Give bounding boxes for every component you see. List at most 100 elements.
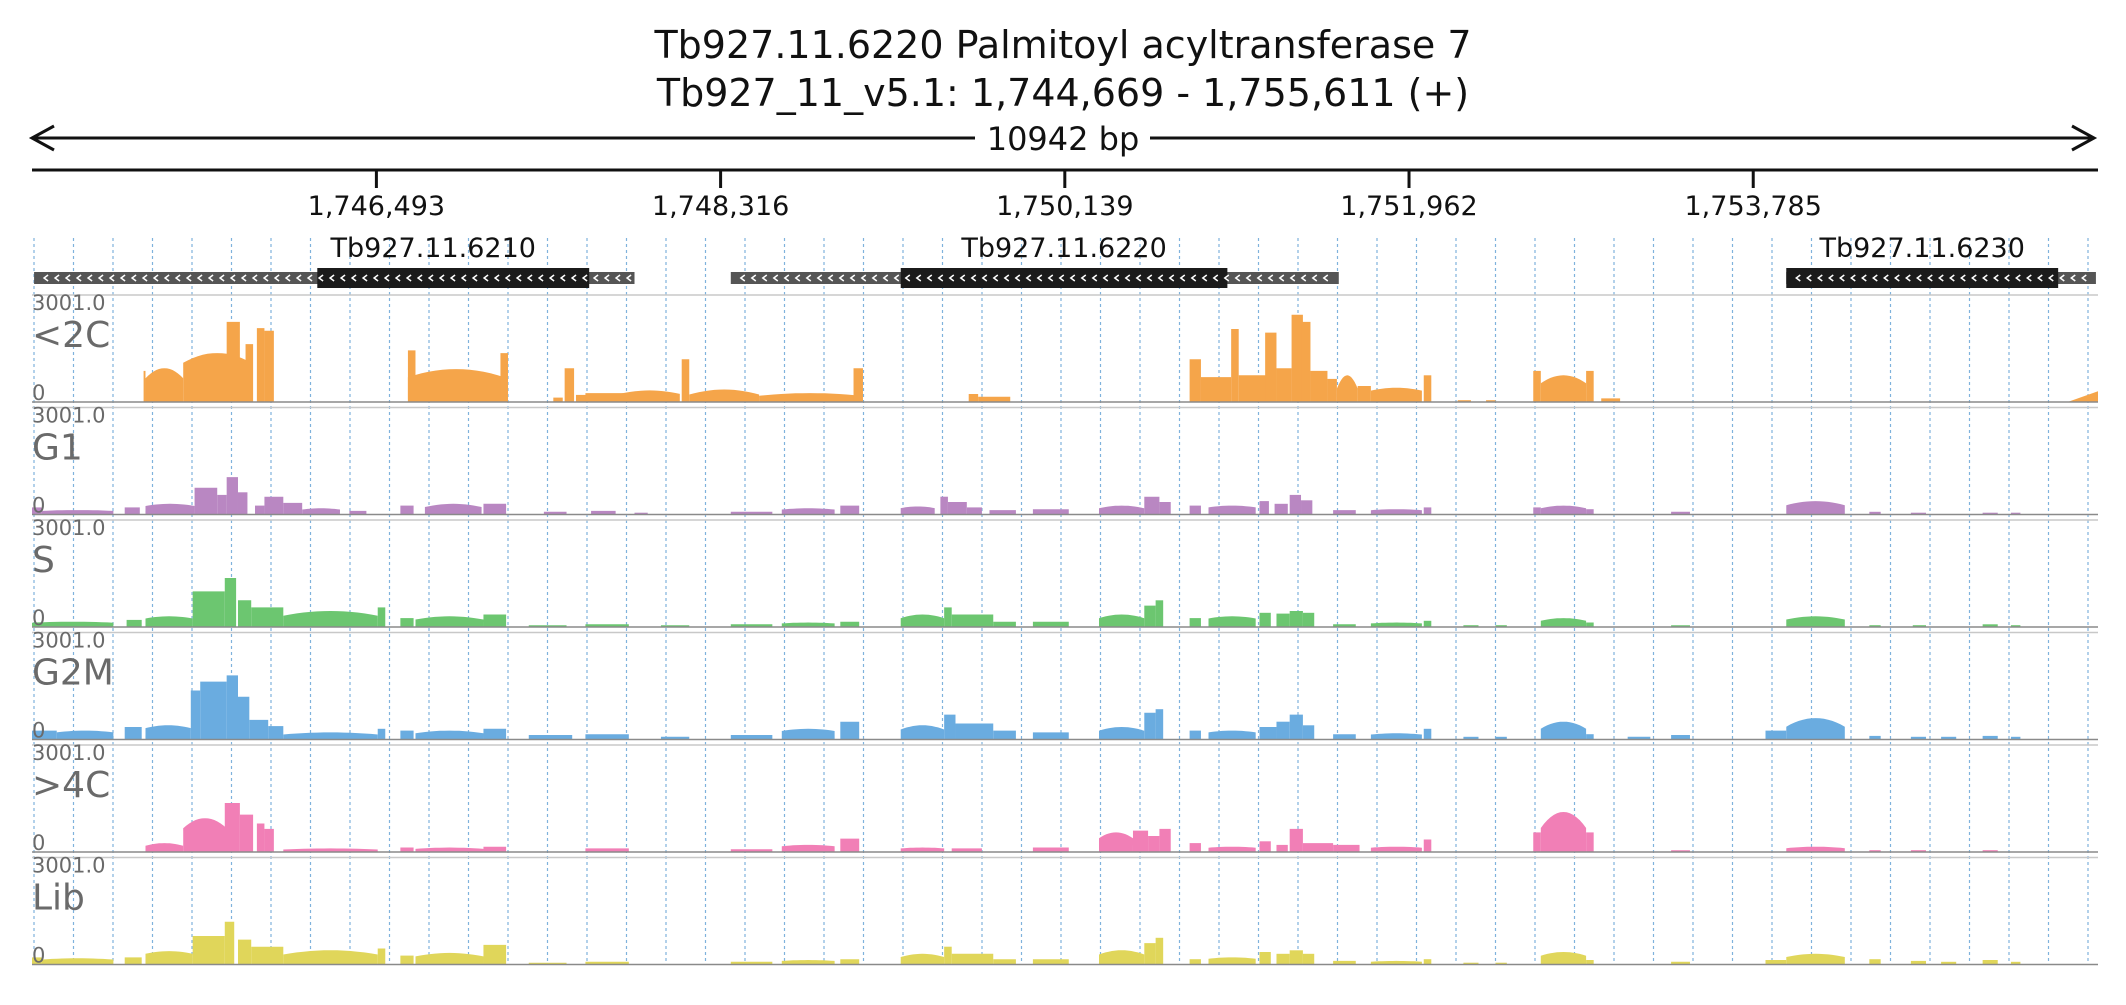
ymax-label: 3001.0 <box>32 291 105 315</box>
strand-chevron <box>614 274 621 282</box>
strand-chevron <box>163 274 170 282</box>
gene-Tb927.11.6220: Tb927.11.6220 <box>730 233 1339 288</box>
strand-chevron <box>1971 274 1977 282</box>
coverage-bar <box>237 492 248 515</box>
strand-chevron <box>1234 274 1241 282</box>
strand-chevron <box>1278 274 1285 282</box>
strand-chevron <box>1828 274 1834 282</box>
coverage-bar <box>781 728 835 740</box>
coverage-bar <box>1155 709 1164 740</box>
coverage-bar <box>1423 620 1432 627</box>
coverage-bar <box>1533 832 1541 852</box>
coverage-bar <box>853 368 863 402</box>
coverage-bar <box>1289 714 1303 740</box>
track-4: 3001.0>4C 0 <box>32 741 2098 855</box>
strand-chevron <box>1927 274 1933 282</box>
strand-chevron <box>926 274 933 282</box>
coverage-bar <box>1370 509 1422 515</box>
coverage-bar <box>1302 953 1315 965</box>
coverage-bar <box>993 621 1016 627</box>
coverage-bar <box>781 844 835 852</box>
coverage-bar <box>217 494 227 515</box>
strand-chevron <box>827 274 834 282</box>
coverage-bar <box>283 848 378 852</box>
coverage-bar <box>1302 612 1315 627</box>
ymax-label: 3001.0 <box>32 516 105 540</box>
coverage-bar <box>1276 953 1290 965</box>
strand-chevron <box>1861 274 1867 282</box>
coverage-bar <box>1098 505 1145 515</box>
strand-chevron <box>394 274 401 282</box>
coverage-bar <box>1423 728 1432 740</box>
coverage-bar <box>283 732 378 740</box>
coverage-bar <box>1200 377 1232 402</box>
gene-cds-box <box>900 268 1228 288</box>
coverage-bar <box>407 350 416 402</box>
gene-Tb927.11.6230: Tb927.11.6230 <box>1786 233 2096 288</box>
strand-chevron <box>1894 274 1900 282</box>
coverage-bar <box>1208 957 1256 965</box>
coverage-bar <box>1423 959 1432 965</box>
strand-chevron <box>119 274 126 282</box>
coverage-bar <box>1148 836 1160 852</box>
coverage-bar <box>1155 937 1164 965</box>
strand-chevron <box>504 274 511 282</box>
coverage-bar <box>1289 611 1303 627</box>
strand-chevron <box>548 274 555 282</box>
coverage-bar <box>681 359 690 402</box>
coverage-bar <box>1259 952 1271 965</box>
coverage-bar <box>483 944 507 965</box>
coverage-bar <box>1301 500 1313 515</box>
coverage-bar <box>1302 843 1334 852</box>
coverage-bar <box>145 368 184 402</box>
coverage-bar <box>966 507 982 515</box>
strand-chevron <box>361 274 368 282</box>
coverage-bar <box>407 369 505 402</box>
coverage-bar <box>1357 386 1371 402</box>
strand-chevron <box>196 274 203 282</box>
strand-chevron <box>1168 274 1175 282</box>
ymax-label: 3001.0 <box>32 629 105 653</box>
coverage-bar <box>1144 943 1156 965</box>
coverage-bar <box>1289 494 1302 515</box>
ymin-label: 0 <box>32 606 45 630</box>
strand-chevron <box>2081 274 2087 282</box>
strand-chevron <box>427 274 434 282</box>
coverage-bar <box>1765 960 1787 965</box>
strand-chevron <box>559 274 566 282</box>
coverage-bar <box>989 510 1016 515</box>
track-1: 3001.0G1 0 <box>32 404 2098 518</box>
coverage-bar <box>283 950 378 965</box>
coverage-bar <box>585 393 629 402</box>
tick-label: 1,750,139 <box>996 191 1133 222</box>
coverage-bar <box>1231 329 1239 402</box>
coverage-bar <box>1144 712 1156 740</box>
strand-chevron <box>1124 274 1131 282</box>
strand-chevron <box>739 274 746 282</box>
coverage-bar <box>483 503 507 515</box>
coverage-bar <box>1301 321 1311 402</box>
strand-chevron <box>581 274 588 282</box>
strand-chevron <box>1949 274 1955 282</box>
track-name: G1 <box>32 428 83 469</box>
coverage-bar <box>1982 735 1998 740</box>
tick-group: 1,746,493 1,748,316 1,750,139 1,751,962 1,75… <box>308 170 1822 222</box>
coverage-bar <box>1189 843 1201 852</box>
coverage-bar <box>415 730 484 740</box>
coverage-bar <box>2067 391 2098 402</box>
coverage-bar <box>781 960 835 965</box>
coverage-bar <box>1540 952 1587 965</box>
strand-chevron <box>1102 274 1109 282</box>
track-name: <2C <box>32 315 110 356</box>
coverage-bar <box>251 946 284 965</box>
strand-chevron <box>273 274 280 282</box>
coverage-bar <box>1276 368 1292 402</box>
coverage-bar <box>183 353 252 402</box>
strand-chevron <box>471 274 478 282</box>
grid-lines <box>33 238 2089 963</box>
coverage-bar <box>759 393 862 402</box>
strand-chevron <box>383 274 390 282</box>
coverage-bar <box>564 368 575 402</box>
coverage-bar <box>268 726 284 740</box>
